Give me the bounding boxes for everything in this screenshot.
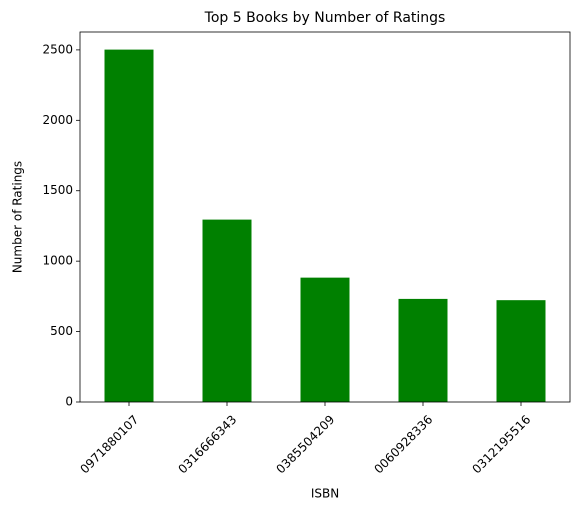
bar [104,49,154,403]
y-tick-label: 1000 [42,254,73,268]
x-tick-label: 0385504209 [273,412,337,476]
y-tick-label: 2000 [42,113,73,127]
x-tick-label: 0971880107 [77,412,141,476]
y-tick-label: 500 [50,324,73,338]
plot-frame [79,31,571,403]
bar [300,277,350,402]
bar [202,219,252,402]
x-tick-label: 0316666343 [175,412,239,476]
y-tick-label: 1500 [42,183,73,197]
y-tick-label: 0 [65,395,73,409]
x-axis-label: ISBN [311,487,339,501]
chart-title: Top 5 Books by Number of Ratings [204,10,446,26]
bar [496,300,546,402]
bar [398,298,448,402]
y-tick-label: 2500 [42,42,73,56]
x-tick-label: 0312195516 [469,412,533,476]
y-axis-label: Number of Ratings [11,161,25,273]
x-tick-label: 0060928336 [371,412,435,476]
